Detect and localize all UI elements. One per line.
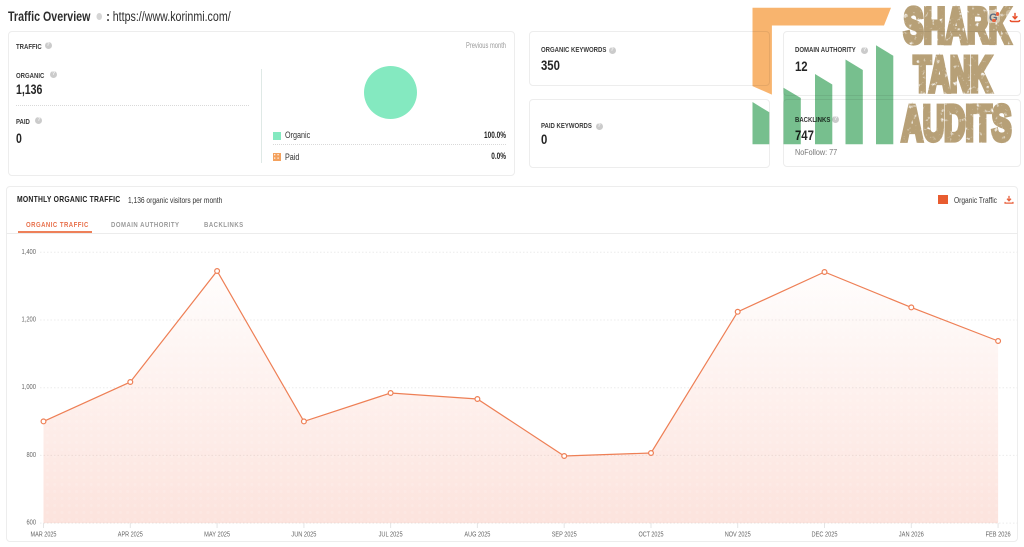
svg-text:1,400: 1,400 bbox=[22, 249, 37, 256]
svg-text:AUDITS: AUDITS bbox=[902, 96, 1012, 150]
svg-text:800: 800 bbox=[27, 452, 37, 459]
svg-text:TANK: TANK bbox=[914, 47, 992, 102]
svg-text:SEP 2025: SEP 2025 bbox=[552, 529, 577, 538]
svg-text:600: 600 bbox=[27, 520, 37, 527]
svg-text:JUL 2025: JUL 2025 bbox=[379, 529, 403, 538]
svg-text:OCT 2025: OCT 2025 bbox=[639, 529, 664, 538]
svg-text:MAY 2025: MAY 2025 bbox=[204, 529, 230, 538]
svg-text:1,000: 1,000 bbox=[22, 384, 37, 391]
svg-text:AUG 2025: AUG 2025 bbox=[464, 529, 490, 538]
svg-text:APR 2025: APR 2025 bbox=[118, 529, 143, 538]
svg-text:1,200: 1,200 bbox=[22, 317, 37, 324]
svg-text:JAN 2026: JAN 2026 bbox=[899, 529, 924, 538]
svg-text:SHARK: SHARK bbox=[904, 0, 1011, 54]
svg-text:JUN 2025: JUN 2025 bbox=[291, 529, 316, 538]
svg-text:NOV 2025: NOV 2025 bbox=[725, 529, 751, 538]
svg-text:FEB 2026: FEB 2026 bbox=[986, 529, 1011, 538]
svg-text:MAR 2025: MAR 2025 bbox=[31, 529, 57, 538]
svg-text:DEC 2025: DEC 2025 bbox=[812, 529, 838, 538]
